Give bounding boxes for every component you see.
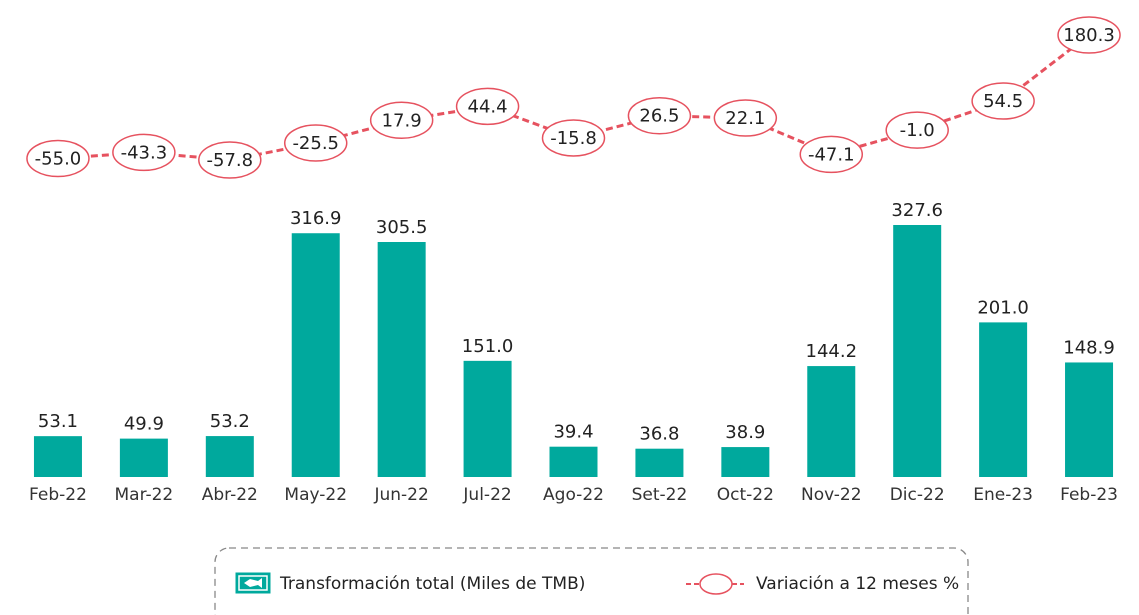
line-marker — [1057, 16, 1121, 54]
x-tick-label: Set-22 — [632, 485, 688, 505]
data-label: 53.2 — [210, 411, 250, 432]
data-label: 144.2 — [806, 341, 858, 362]
x-tick-label: Feb-23 — [1060, 485, 1118, 505]
bar — [291, 233, 340, 477]
data-label: 305.5 — [376, 217, 428, 238]
x-tick-label: Abr-22 — [202, 485, 258, 505]
x-tick-label: Jun-22 — [373, 485, 428, 505]
data-label: -43.3 — [121, 142, 168, 163]
data-label: 53.1 — [38, 411, 78, 432]
line-marker — [455, 87, 520, 126]
legend-bar-icon — [235, 572, 271, 594]
line-marker — [369, 101, 434, 140]
data-label: 316.9 — [290, 208, 342, 229]
line-marker — [799, 135, 864, 174]
data-label: 49.9 — [124, 414, 164, 435]
data-label: 44.4 — [468, 96, 508, 117]
x-tick-label: Mar-22 — [115, 485, 174, 505]
x-tick-label: Nov-22 — [801, 485, 862, 505]
line-marker — [885, 111, 949, 149]
x-tick-label: Oct-22 — [717, 485, 774, 505]
bar — [463, 360, 512, 477]
bar — [33, 436, 82, 477]
line-marker — [713, 99, 778, 137]
bar — [549, 446, 598, 477]
x-tick-label: Jul-22 — [462, 485, 511, 505]
data-label: 39.4 — [553, 422, 593, 443]
x-tick-label: Ago-22 — [543, 485, 604, 505]
legend-box — [214, 547, 969, 615]
bar — [979, 322, 1028, 477]
bar — [119, 438, 168, 477]
legend-line-icon — [686, 573, 744, 595]
bar — [205, 436, 254, 477]
data-label: 54.5 — [983, 91, 1023, 112]
data-label: 38.9 — [725, 422, 765, 443]
data-label: -47.1 — [808, 144, 855, 165]
line-marker — [971, 82, 1035, 120]
x-tick-label: May-22 — [284, 485, 347, 505]
data-label: 26.5 — [639, 106, 679, 127]
line-marker — [112, 133, 176, 172]
data-label: -25.5 — [292, 133, 339, 154]
data-label: 151.0 — [462, 336, 514, 357]
x-tick-label: Ene-23 — [973, 485, 1033, 505]
data-label: 36.8 — [639, 424, 679, 445]
data-label: 17.9 — [382, 110, 422, 131]
bar — [377, 242, 426, 477]
data-label: -55.0 — [35, 149, 82, 170]
data-label: 22.1 — [725, 108, 765, 129]
legend-label: Transformación total (Miles de TMB) — [279, 574, 585, 594]
legend-label: Variación a 12 meses % — [756, 574, 959, 594]
data-label: 148.9 — [1063, 337, 1115, 358]
bar — [721, 447, 770, 477]
line-marker — [283, 124, 348, 162]
x-tick-label: Dic-22 — [890, 485, 945, 505]
data-label: -15.8 — [550, 128, 597, 149]
bar — [807, 366, 856, 477]
data-label: -57.8 — [207, 150, 254, 171]
bar — [1065, 362, 1114, 477]
data-label: 201.0 — [977, 297, 1029, 318]
line-marker — [541, 119, 606, 157]
line-marker — [627, 96, 692, 135]
line-marker — [198, 141, 262, 179]
bar — [635, 448, 684, 477]
bar — [893, 225, 942, 477]
data-label: 327.6 — [891, 200, 943, 221]
data-label: 180.3 — [1063, 25, 1115, 46]
line-marker — [26, 139, 90, 178]
x-tick-label: Feb-22 — [29, 485, 87, 505]
data-label: -1.0 — [900, 120, 935, 141]
